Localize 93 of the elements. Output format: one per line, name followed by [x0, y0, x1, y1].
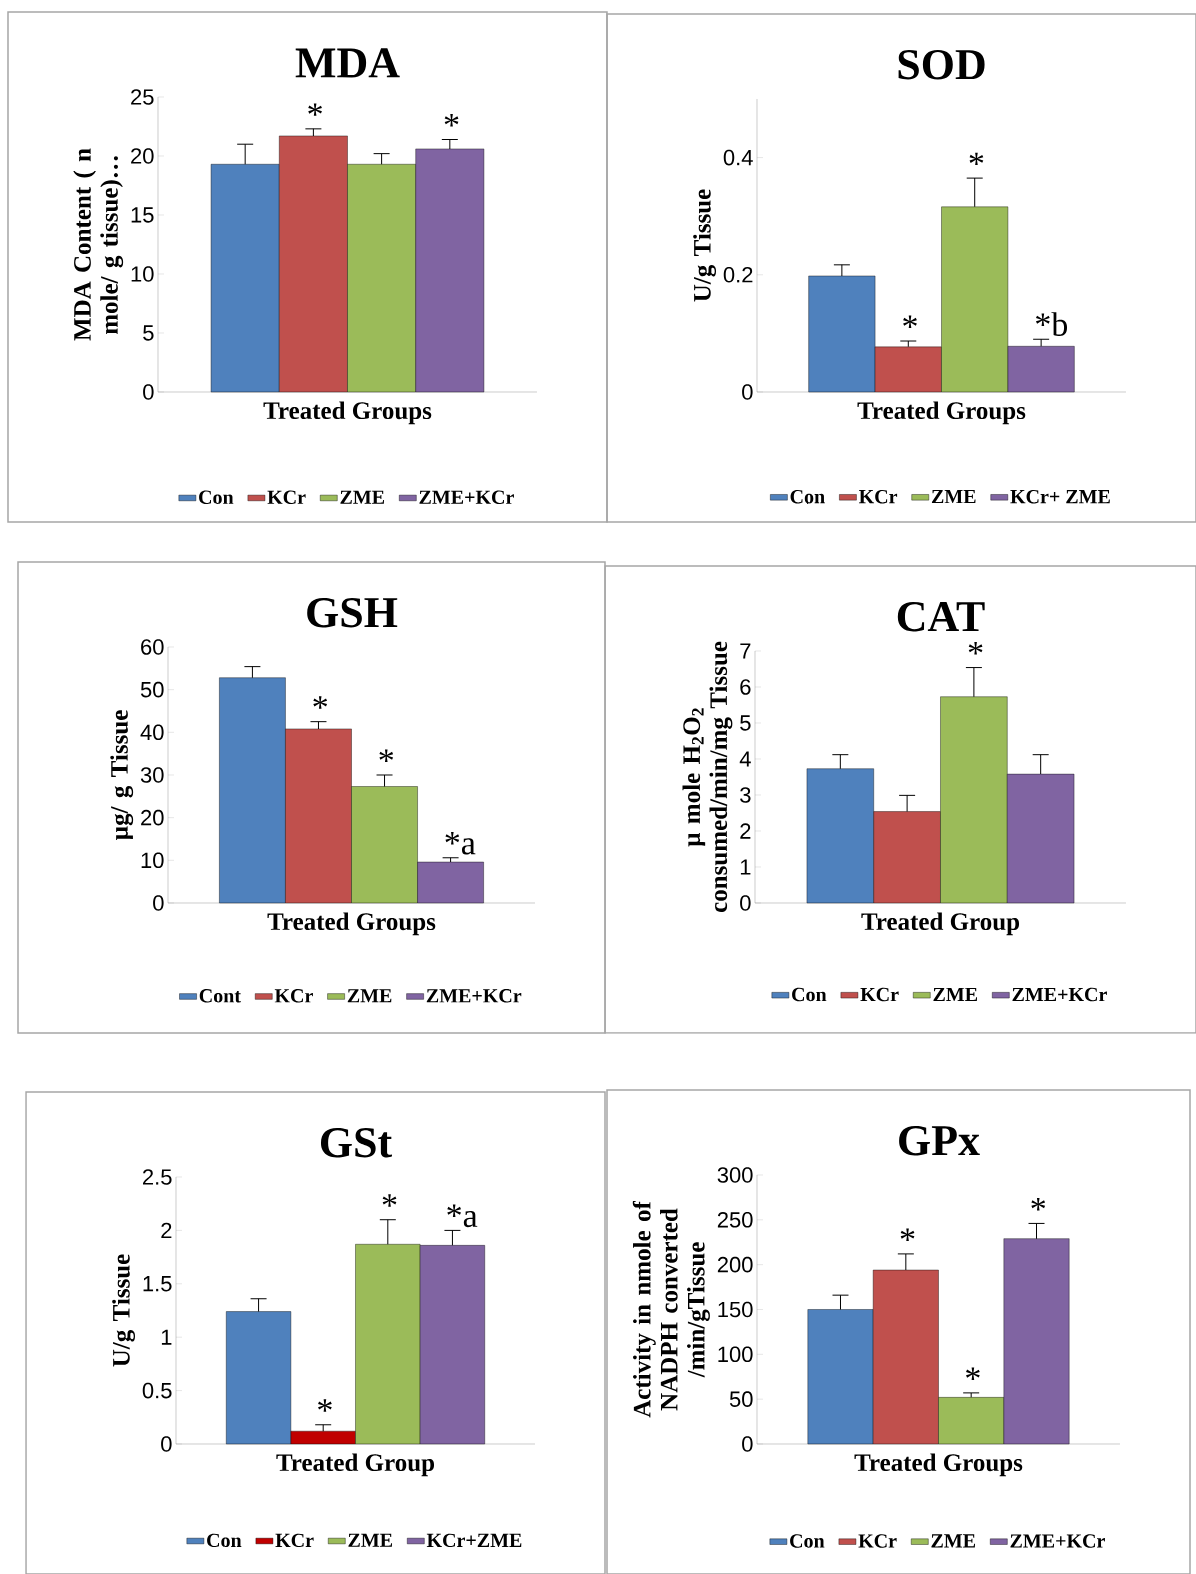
y-tick-label: 1 — [740, 859, 751, 875]
y-tick-label: 0 — [153, 895, 164, 911]
y-tick-label: 50 — [729, 1391, 753, 1407]
annotation: *a — [445, 831, 476, 855]
y-tick-label: 6 — [740, 679, 751, 695]
annotation: * — [379, 749, 394, 762]
x-axis-title: Treated Group — [861, 912, 1020, 936]
y-tick-label: 2.5 — [143, 1169, 172, 1185]
legend-label: KCr+ZME — [426, 1533, 522, 1548]
annotation: * — [308, 103, 322, 116]
legend-label: ZME+KCr — [1010, 1534, 1105, 1548]
y-tick-label: 300 — [717, 1167, 753, 1183]
y-tick-label: 1.5 — [143, 1276, 172, 1292]
y-tick-label: 20 — [141, 809, 164, 826]
annotation: * — [1031, 1197, 1046, 1211]
legend-label: KCr — [860, 987, 899, 1002]
legend-label: Con — [207, 1533, 242, 1548]
y-axis-title: µg/ g Tissue — [110, 710, 134, 840]
annotation: * — [318, 1399, 332, 1412]
legend-label: ZME — [931, 490, 976, 504]
y-tick-label: 7 — [740, 643, 751, 659]
legend-label: KCr — [858, 489, 898, 504]
legend-label: Cont — [199, 989, 241, 1003]
chart-title: GPx — [899, 1125, 980, 1156]
y-tick-label: 0 — [143, 384, 154, 400]
annotation: * — [900, 1228, 915, 1241]
annotation: *b — [1035, 312, 1068, 337]
legend-label: ZME — [931, 1534, 976, 1548]
y-tick-label: 10 — [141, 852, 164, 869]
chart-title: MDA — [295, 48, 400, 78]
x-axis-title: Treated Group — [276, 1453, 435, 1477]
y-tick-label: 40 — [140, 724, 164, 741]
y-axis-title: U/g Tissue — [693, 189, 717, 302]
legend-label: Con — [792, 987, 827, 1002]
chart-title: SOD — [898, 49, 985, 80]
annotation: * — [966, 1367, 980, 1380]
legend-label: KCr — [858, 1534, 897, 1548]
legend-label: Con — [199, 490, 234, 505]
y-tick-label: 0 — [742, 384, 753, 400]
chart-title: GSH — [307, 597, 398, 628]
legend-label: ZME — [348, 1533, 393, 1547]
x-axis-title: Treated Groups — [857, 401, 1026, 425]
annotation: * — [968, 642, 983, 655]
y-tick-label: 30 — [140, 767, 164, 783]
y-tick-label: 20 — [131, 148, 154, 164]
legend-label: Con — [790, 1534, 825, 1548]
legend-label: ZME — [933, 987, 978, 1001]
y-axis-title: Activity in nmole of NADPH converted /min/gTissue — [632, 1200, 710, 1418]
y-tick-label: 10 — [131, 266, 154, 282]
x-axis-title: Treated Groups — [263, 401, 432, 425]
chart-title: CAT — [897, 601, 985, 632]
legend-label: ZME+KCr — [1012, 987, 1107, 1002]
annotation: * — [313, 696, 328, 709]
y-tick-label: 0.5 — [142, 1382, 172, 1399]
legend-label: KCr+ ZME — [1010, 489, 1110, 504]
y-tick-label: 200 — [717, 1256, 753, 1273]
y-tick-label: 60 — [141, 639, 164, 655]
y-tick-label: 50 — [140, 681, 164, 698]
y-tick-label: 5 — [740, 715, 751, 731]
y-axis-title: U/g Tissue — [112, 1254, 136, 1367]
annotation: *a — [447, 1204, 478, 1228]
y-tick-label: 0.4 — [723, 149, 753, 166]
legend-label: Con — [790, 489, 825, 504]
legend-label: KCr — [275, 1533, 314, 1548]
y-tick-label: 150 — [718, 1301, 753, 1318]
x-axis-title: Treated Groups — [854, 1453, 1023, 1477]
chart-title: GSt — [320, 1127, 392, 1158]
y-axis-title: MDA Content ( n mole/ g tissue)… — [73, 148, 124, 341]
y-tick-label: 15 — [131, 207, 154, 223]
y-tick-label: 2 — [740, 823, 751, 839]
legend-label: ZME — [347, 989, 392, 1003]
y-tick-label: 2 — [161, 1222, 172, 1239]
legend-label: ZME+KCr — [419, 490, 514, 505]
y-tick-label: 0 — [740, 895, 751, 911]
y-tick-label: 25 — [131, 89, 154, 105]
y-tick-label: 3 — [740, 787, 751, 803]
y-tick-label: 1 — [161, 1329, 172, 1345]
annotation: * — [444, 114, 459, 127]
annotation: * — [382, 1194, 397, 1207]
y-tick-label: 100 — [718, 1346, 753, 1363]
x-axis-title: Treated Groups — [267, 912, 436, 936]
legend-label: KCr — [267, 490, 306, 505]
y-tick-label: 0 — [742, 1436, 753, 1452]
legend-label: KCr — [274, 989, 313, 1003]
annotation: * — [903, 315, 917, 329]
legend-label: ZME — [340, 490, 385, 504]
y-tick-label: 5 — [143, 325, 154, 341]
y-tick-label: 0.2 — [723, 266, 753, 283]
legend-label: ZME+KCr — [426, 989, 522, 1003]
y-tick-label: 250 — [717, 1212, 753, 1228]
y-tick-label: 0 — [161, 1436, 172, 1452]
annotation: * — [969, 152, 984, 166]
y-tick-label: 4 — [739, 751, 751, 767]
